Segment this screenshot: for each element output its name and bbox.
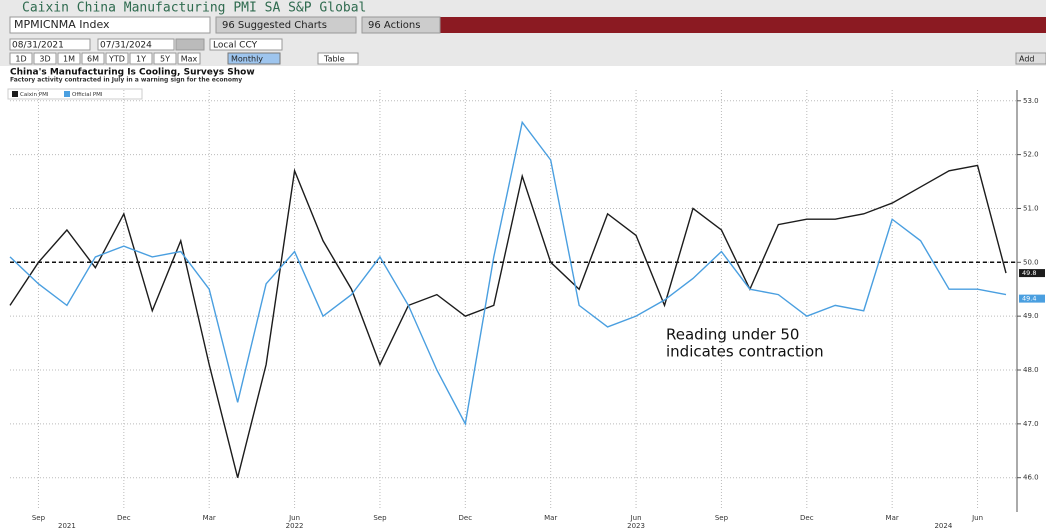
red-bar <box>440 17 1046 33</box>
start-date: 08/31/2021 <box>12 41 64 51</box>
y-tick-label: 53.0 <box>1023 97 1039 105</box>
window-title: Caixin China Manufacturing PMI SA S&P Gl… <box>22 1 366 16</box>
frequency: Monthly <box>231 55 263 64</box>
last-value-label: 49.8 <box>1022 269 1036 277</box>
y-tick-label: 48.0 <box>1023 366 1039 374</box>
x-tick-label: Dec <box>800 514 814 522</box>
actions-label: 96 Actions <box>368 20 420 31</box>
period-label: 1M <box>63 55 75 64</box>
y-tick-label: 47.0 <box>1023 420 1039 428</box>
ticker-box[interactable] <box>9 16 211 34</box>
period-button[interactable] <box>57 52 81 65</box>
series-line <box>9 164 1007 478</box>
series-line <box>9 120 1007 426</box>
y-tick-label: 49.0 <box>1023 312 1039 320</box>
legend-label: Caixin PMI <box>20 92 49 98</box>
nav-arrows[interactable] <box>175 38 205 51</box>
annotation: Reading under 50 <box>666 326 799 344</box>
x-tick-label: Dec <box>459 514 473 522</box>
table-button[interactable] <box>317 52 359 65</box>
period-button[interactable] <box>9 52 33 65</box>
chart-subtitle: Factory activity contracted in July in a… <box>10 77 242 84</box>
period-label: 6M <box>87 55 99 64</box>
period-buttons: 1D 3D 1M 6M YTD 1Y 5Y Max <box>9 52 201 65</box>
x-tick-label: Jun <box>288 514 300 522</box>
period-button[interactable] <box>153 52 177 65</box>
end-date: 07/31/2024 <box>100 41 152 51</box>
period-button[interactable] <box>33 52 57 65</box>
y-tick-label: 46.0 <box>1023 474 1039 482</box>
x-tick-label: Jun <box>971 514 983 522</box>
table: Table <box>323 55 345 64</box>
period-label: Max <box>181 55 198 64</box>
x-tick-label: Dec <box>117 514 131 522</box>
x-tick-label: Sep <box>32 514 46 522</box>
chart-title: China's Manufacturing Is Cooling, Survey… <box>10 68 255 78</box>
legend-label: Official PMI <box>72 92 103 98</box>
x-tick-label: Sep <box>373 514 387 522</box>
last-value-box <box>1019 269 1045 278</box>
period-label: YTD <box>108 55 125 64</box>
period-button[interactable] <box>177 52 201 65</box>
annotation: indicates contraction <box>666 343 824 361</box>
x-tick-label: Jun <box>630 514 642 522</box>
ticker: MPMICNMA Index <box>14 18 110 31</box>
period-label: 1Y <box>136 55 146 64</box>
currency: Local CCY <box>213 41 258 51</box>
year-label: 2024 <box>934 522 952 530</box>
y-tick-label: 52.0 <box>1023 151 1039 159</box>
currency-box[interactable] <box>209 38 283 51</box>
x-tick-label: Mar <box>886 514 899 522</box>
legend-swatch <box>64 91 70 97</box>
end-date-box[interactable] <box>97 38 175 51</box>
legend-swatch <box>12 91 18 97</box>
x-tick-label: Mar <box>203 514 216 522</box>
period-button[interactable] <box>81 52 105 65</box>
frequency-button[interactable] <box>227 52 281 65</box>
plot: 46.0 47.0 48.0 49.0 50.0 51.0 52.0 53.0 Sep Dec Ma… <box>9 90 1045 530</box>
legend-box <box>7 88 143 100</box>
add-button[interactable] <box>1015 52 1046 65</box>
period-label: 3D <box>39 55 50 64</box>
period-label: 5Y <box>160 55 170 64</box>
last-value-label: 49.4 <box>1022 295 1036 303</box>
actions-button[interactable] <box>361 16 441 34</box>
y-tick-label: 51.0 <box>1023 204 1039 212</box>
period-button[interactable] <box>129 52 153 65</box>
period-button[interactable] <box>105 52 129 65</box>
year-label: 2023 <box>627 522 645 530</box>
period-label: 1D <box>15 55 26 64</box>
year-label: 2022 <box>286 522 304 530</box>
suggested-button[interactable] <box>215 16 357 34</box>
suggested-label: 96 Suggested Charts <box>222 20 327 31</box>
x-tick-label: Mar <box>544 514 557 522</box>
add: Add <box>1019 55 1035 64</box>
y-tick-label: 50.0 <box>1023 258 1039 266</box>
start-date-box[interactable] <box>9 38 91 51</box>
year-label: 2021 <box>58 522 76 530</box>
last-value-box <box>1019 294 1045 303</box>
x-tick-label: Sep <box>715 514 729 522</box>
